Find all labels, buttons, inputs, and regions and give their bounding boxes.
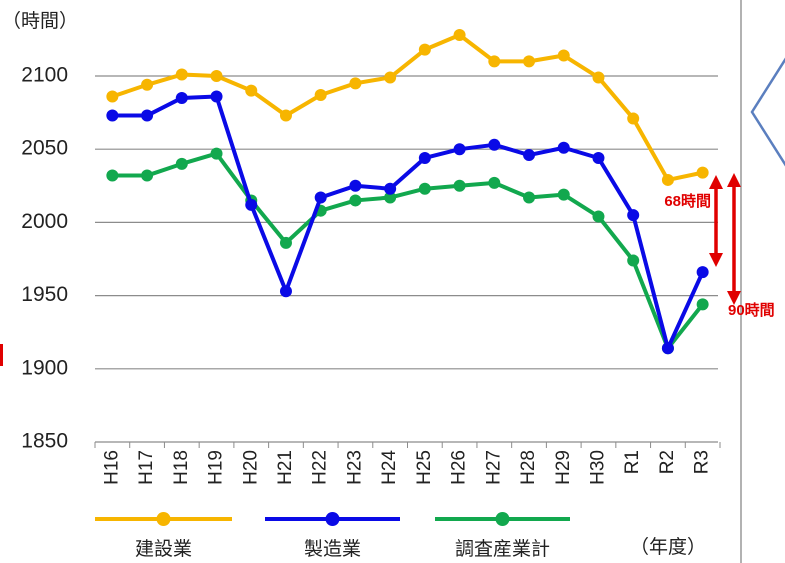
x-tick-label: H22 bbox=[310, 450, 331, 485]
data-point bbox=[175, 68, 188, 81]
x-tick-label: H28 bbox=[518, 450, 539, 485]
data-point bbox=[106, 169, 119, 182]
data-point bbox=[141, 109, 154, 122]
data-point bbox=[627, 112, 640, 125]
data-point bbox=[488, 138, 501, 151]
data-point bbox=[627, 254, 640, 267]
data-point bbox=[453, 29, 466, 42]
series-line bbox=[112, 151, 705, 351]
legend-marker bbox=[495, 512, 510, 526]
y-axis-label: （時間） bbox=[2, 10, 78, 32]
data-point bbox=[696, 298, 709, 311]
x-tick-label: R3 bbox=[692, 450, 713, 474]
data-point bbox=[245, 84, 258, 97]
legend-marker bbox=[325, 512, 340, 526]
x-tick-label: H18 bbox=[171, 450, 192, 485]
data-point bbox=[279, 285, 292, 298]
y-tick-label: 1900 bbox=[21, 356, 68, 379]
x-tick-label: R1 bbox=[622, 450, 643, 474]
data-point bbox=[661, 342, 674, 355]
annotation: 68時間 bbox=[664, 192, 711, 210]
chevron bbox=[750, 57, 785, 167]
x-tick-label: H24 bbox=[379, 450, 400, 485]
data-point bbox=[523, 55, 536, 68]
data-point bbox=[453, 179, 466, 192]
data-point bbox=[349, 77, 362, 90]
legend-label: 建設業 bbox=[135, 538, 192, 560]
data-point bbox=[592, 210, 605, 223]
x-tick-label: H27 bbox=[483, 450, 504, 485]
data-point bbox=[557, 141, 570, 154]
data-point bbox=[349, 194, 362, 207]
data-point bbox=[627, 209, 640, 222]
plot: 1850 1900 1950 2000 2050 2100 H16 H17 H18 H19 H20 H… bbox=[21, 29, 721, 485]
data-point bbox=[523, 149, 536, 162]
legend-marker bbox=[156, 512, 171, 526]
data-point bbox=[210, 70, 223, 82]
data-point bbox=[696, 166, 709, 179]
data-point bbox=[384, 182, 397, 195]
x-tick-label: H19 bbox=[206, 450, 227, 485]
x-axis-label: （年度） bbox=[630, 536, 706, 558]
x-tick-label: H20 bbox=[240, 450, 261, 485]
data-point bbox=[175, 157, 188, 170]
data-point bbox=[210, 147, 223, 160]
x-tick-label: H16 bbox=[101, 450, 122, 485]
data-point bbox=[592, 151, 605, 164]
legend-label: 調査産業計 bbox=[455, 538, 550, 560]
data-point bbox=[279, 109, 292, 122]
data-point bbox=[557, 188, 570, 201]
data-point bbox=[106, 90, 119, 103]
y-tick-label: 2000 bbox=[21, 210, 68, 233]
data-point bbox=[661, 173, 674, 186]
data-point bbox=[557, 49, 570, 62]
data-point bbox=[314, 191, 327, 204]
data-point bbox=[245, 198, 258, 211]
data-point bbox=[523, 191, 536, 204]
data-point bbox=[175, 91, 188, 104]
data-point bbox=[210, 90, 223, 103]
data-point bbox=[453, 143, 466, 156]
y-tick-label: 1850 bbox=[21, 430, 68, 453]
data-point bbox=[384, 191, 397, 204]
data-point bbox=[384, 71, 397, 84]
y-tick-label: 2100 bbox=[21, 64, 68, 87]
x-tick-label: R2 bbox=[657, 450, 678, 474]
data-point bbox=[418, 182, 431, 195]
data-point bbox=[488, 176, 501, 189]
x-tick-label: H21 bbox=[275, 450, 296, 485]
x-tick-label: H17 bbox=[136, 450, 157, 485]
y-tick-label: 2050 bbox=[21, 137, 68, 160]
x-tick-label: H26 bbox=[449, 450, 470, 485]
x-tick-label: H25 bbox=[414, 450, 435, 485]
data-point bbox=[696, 266, 709, 279]
data-point bbox=[418, 151, 431, 164]
data-point bbox=[418, 43, 431, 56]
data-point bbox=[314, 89, 327, 102]
legend-label: 製造業 bbox=[304, 538, 361, 560]
x-tick-label: H23 bbox=[344, 450, 365, 485]
data-point bbox=[141, 78, 154, 91]
data-point bbox=[592, 71, 605, 84]
edge-mark bbox=[0, 344, 3, 366]
x-tick-label: H30 bbox=[587, 450, 608, 485]
data-point bbox=[106, 109, 119, 122]
data-point bbox=[349, 179, 362, 192]
annotation: 90時間 bbox=[728, 301, 775, 319]
x-tick-label: H29 bbox=[553, 450, 574, 485]
y-tick-label: 1950 bbox=[21, 283, 68, 306]
data-point bbox=[141, 169, 154, 182]
data-point bbox=[279, 236, 292, 249]
data-point bbox=[488, 55, 501, 68]
